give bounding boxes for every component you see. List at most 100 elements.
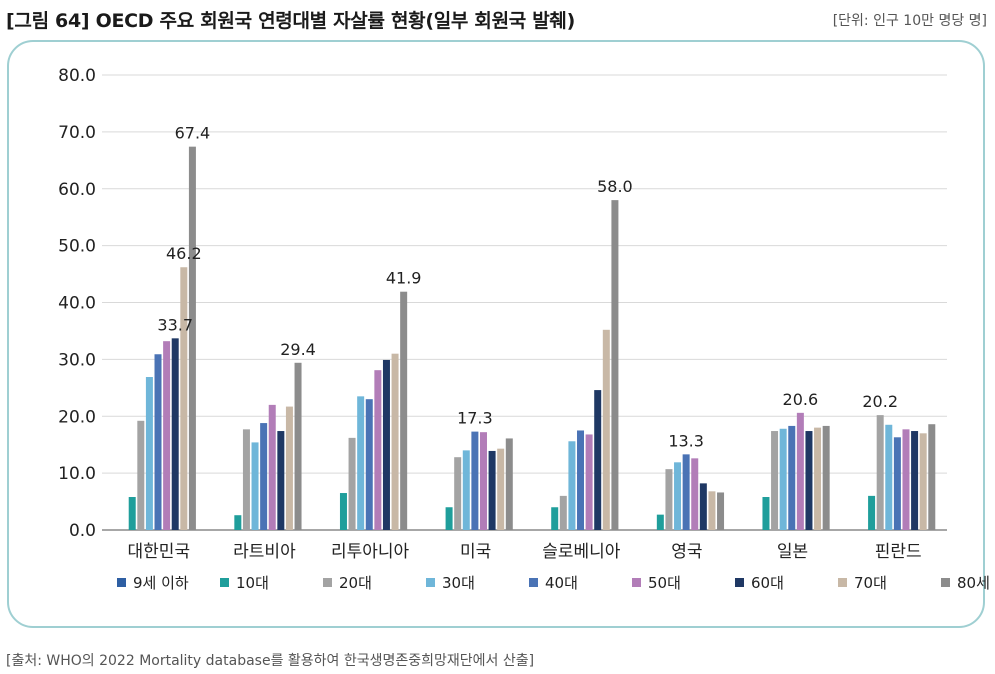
bar — [400, 291, 408, 530]
x-tick-label: 영국 — [671, 542, 702, 562]
bar — [374, 370, 382, 530]
legend-swatch — [117, 578, 126, 587]
bar — [260, 423, 268, 530]
bar — [180, 267, 188, 530]
bar — [876, 415, 884, 530]
bar — [868, 495, 876, 530]
bar — [348, 437, 356, 530]
data-label: 58.0 — [597, 177, 633, 196]
legend-label: 30대 — [442, 574, 475, 592]
y-tick-label: 20.0 — [58, 407, 96, 427]
bar — [885, 424, 893, 530]
bar — [691, 458, 699, 530]
bar — [382, 359, 390, 530]
bar — [585, 434, 593, 530]
bar — [339, 493, 347, 530]
bar — [559, 495, 567, 530]
data-label: 41.9 — [386, 269, 422, 288]
bar — [708, 491, 716, 530]
legend-label: 80세 이상 — [957, 574, 995, 592]
legend-label: 40대 — [545, 574, 578, 592]
bar — [779, 428, 787, 530]
data-label: 13.3 — [668, 431, 704, 450]
data-label: 17.3 — [457, 409, 493, 428]
bar — [577, 430, 585, 530]
bar — [462, 450, 470, 530]
x-tick-label: 대한민국 — [128, 542, 191, 562]
data-label: 46.2 — [166, 244, 202, 263]
bar — [294, 362, 302, 530]
bar — [128, 497, 136, 530]
legend-label: 9세 이하 — [133, 574, 189, 592]
legend-swatch — [941, 578, 950, 587]
legend-label: 10대 — [236, 574, 269, 592]
bar — [285, 406, 293, 530]
x-tick-label: 일본 — [777, 542, 808, 562]
bar — [145, 377, 153, 530]
bar — [471, 431, 479, 530]
y-tick-label: 30.0 — [58, 350, 96, 370]
legend-label: 60대 — [751, 574, 784, 592]
x-tick-label: 미국 — [460, 542, 491, 562]
bar — [488, 450, 496, 530]
x-tick-label: 리투아니아 — [331, 542, 410, 562]
legend-swatch — [735, 578, 744, 587]
y-tick-label: 50.0 — [58, 237, 96, 257]
x-tick-label: 슬로베니아 — [542, 542, 621, 562]
legend-label: 50대 — [648, 574, 681, 592]
bar — [928, 424, 936, 530]
bar — [242, 429, 250, 530]
bar — [602, 329, 610, 530]
bar — [665, 469, 673, 530]
bar — [268, 404, 276, 530]
bar — [919, 433, 927, 530]
legend-swatch — [529, 578, 538, 587]
bar — [154, 354, 162, 530]
data-label: 67.4 — [175, 124, 211, 143]
legend-swatch — [323, 578, 332, 587]
x-tick-label: 라트비아 — [233, 542, 296, 562]
bar — [188, 146, 196, 530]
page-title: [그림 64] OECD 주요 회원국 연령대별 자살률 현황(일부 회원국 발… — [6, 10, 575, 32]
source-note: [출처: WHO의 2022 Mortality database를 활용하여 … — [6, 653, 535, 669]
y-tick-label: 70.0 — [58, 123, 96, 143]
bar — [814, 427, 822, 530]
bar — [902, 429, 910, 530]
bar — [717, 492, 725, 530]
bar — [796, 412, 804, 530]
y-tick-label: 40.0 — [58, 294, 96, 314]
y-tick-label: 0.0 — [69, 521, 96, 541]
y-tick-label: 60.0 — [58, 180, 96, 200]
bar — [445, 507, 453, 530]
legend-swatch — [632, 578, 641, 587]
bar — [822, 425, 830, 530]
data-label: 33.7 — [157, 315, 193, 334]
y-tick-label: 10.0 — [58, 464, 96, 484]
bar — [234, 515, 242, 530]
bar — [699, 483, 707, 530]
legend-swatch — [838, 578, 847, 587]
y-tick-label: 80.0 — [58, 66, 96, 86]
legend-swatch — [426, 578, 435, 587]
bar — [911, 431, 919, 530]
bar — [656, 514, 664, 530]
legend-swatch — [220, 578, 229, 587]
bar — [762, 497, 770, 530]
bar — [251, 442, 259, 530]
data-label: 20.2 — [862, 392, 898, 411]
bar — [771, 431, 779, 530]
bar — [365, 399, 373, 530]
bar — [479, 432, 487, 530]
bar — [497, 448, 505, 530]
bar — [805, 431, 813, 530]
bar — [505, 438, 513, 530]
bar — [568, 441, 576, 530]
x-tick-label: 핀란드 — [875, 542, 922, 562]
bar — [788, 425, 796, 530]
bar — [594, 390, 602, 530]
bar — [277, 431, 285, 530]
bar — [391, 353, 399, 530]
data-label: 29.4 — [280, 340, 316, 359]
bar — [674, 462, 682, 530]
